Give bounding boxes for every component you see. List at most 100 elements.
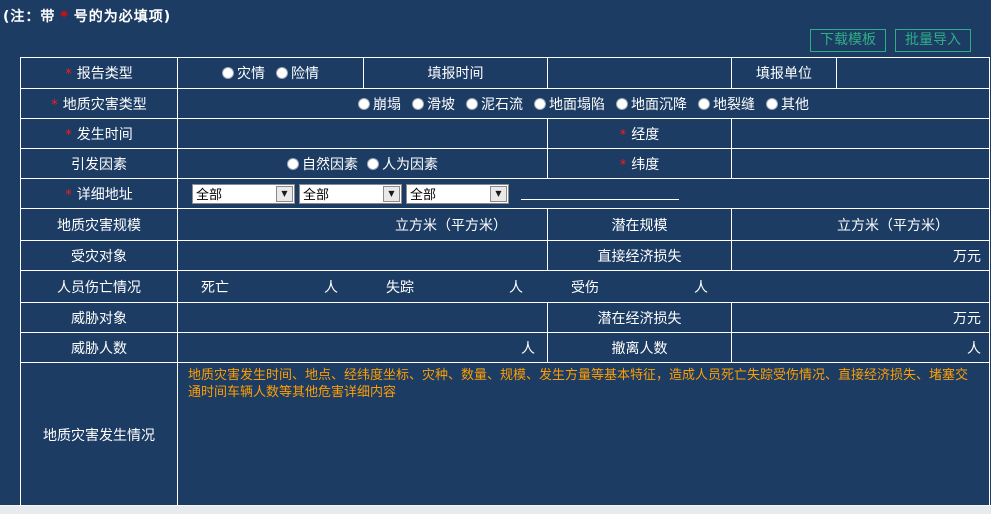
evacuated-value-cell[interactable]: 人 [731, 332, 990, 363]
trigger-option-label: 人为因素 [382, 156, 438, 173]
scale-label-cell: 地质灾害规模 [20, 208, 178, 241]
death-count-input[interactable] [229, 278, 324, 296]
province-select[interactable]: 全部 ▼ [192, 183, 295, 204]
row-report-type: * 报告类型 灾情 险情 填报时间 填报单位 [20, 57, 990, 89]
report-type-options-cell: 灾情 险情 [177, 57, 364, 89]
scale-unit: 立方米（平方米） [395, 217, 507, 234]
trigger-option-human[interactable]: 人为因素 [367, 154, 438, 174]
disaster-type-option-label: 地裂缝 [713, 96, 755, 113]
disaster-type-option-label: 滑坡 [427, 96, 455, 113]
radio-icon[interactable] [698, 97, 710, 110]
scale-label: 地质灾害规模 [57, 217, 141, 234]
disaster-type-option-other[interactable]: 其他 [766, 94, 809, 114]
radio-icon[interactable] [616, 97, 628, 110]
injured-label: 受伤 [571, 279, 599, 296]
scale-value-cell[interactable]: 立方米（平方米） [177, 208, 548, 241]
horizontal-scrollbar[interactable] [0, 505, 991, 514]
threat-count-value-cell[interactable]: 人 [177, 332, 548, 363]
download-template-button[interactable]: 下载模板 [810, 29, 886, 52]
row-casualties: 人员伤亡情况 死亡 人 失踪 人 受伤 人 [20, 270, 990, 303]
required-asterisk: * [65, 127, 72, 143]
latitude-value-cell[interactable] [731, 148, 990, 179]
disaster-type-option-debris-flow[interactable]: 泥石流 [466, 94, 523, 114]
casualties-label: 人员伤亡情况 [57, 279, 141, 296]
row-occurrence-detail: 地质灾害发生情况 地质灾害发生时间、地点、经纬度坐标、灾种、数量、规模、发生方量… [20, 362, 990, 508]
occurrence-label-cell: 地质灾害发生情况 [20, 362, 178, 508]
required-asterisk: * [51, 97, 58, 113]
row-scale: 地质灾害规模 立方米（平方米） 潜在规模 立方米（平方米） [20, 208, 990, 241]
trigger-options-cell: 自然因素 人为因素 [177, 148, 548, 179]
required-asterisk: * [60, 9, 69, 25]
report-type-option-label: 险情 [291, 66, 319, 82]
chevron-down-icon[interactable]: ▼ [490, 185, 507, 202]
radio-icon[interactable] [276, 67, 288, 79]
potential-loss-unit: 万元 [953, 310, 981, 327]
fill-time-label-cell: 填报时间 [363, 57, 548, 89]
chevron-down-icon[interactable]: ▼ [383, 185, 400, 202]
radio-icon[interactable] [367, 157, 379, 170]
report-type-option-disaster[interactable]: 灾情 [222, 63, 265, 83]
occurrence-detail-input[interactable]: 地质灾害发生时间、地点、经纬度坐标、灾种、数量、规模、发生方量等基本特征，造成人… [177, 362, 990, 508]
fill-unit-value-cell[interactable] [836, 57, 990, 89]
missing-unit: 人 [509, 279, 523, 296]
radio-icon[interactable] [534, 97, 546, 110]
batch-import-button[interactable]: 批量导入 [895, 29, 971, 52]
disaster-type-option-landslide[interactable]: 滑坡 [412, 94, 455, 114]
death-label: 死亡 [201, 279, 229, 296]
threat-object-label-cell: 威胁对象 [20, 302, 178, 333]
potential-loss-label: 潜在经济损失 [597, 310, 682, 327]
chevron-down-icon[interactable]: ▼ [276, 185, 293, 202]
longitude-value-cell[interactable] [731, 118, 990, 149]
radio-icon[interactable] [766, 97, 778, 110]
threat-object-value-cell[interactable] [177, 302, 548, 333]
province-select-value: 全部 [196, 188, 223, 203]
disaster-type-option-ground-collapse[interactable]: 地面塌陷 [534, 94, 605, 114]
casualties-label-cell: 人员伤亡情况 [20, 270, 178, 303]
death-unit: 人 [324, 279, 338, 296]
fill-unit-label: 填报单位 [756, 66, 812, 82]
required-asterisk: * [619, 127, 627, 143]
disaster-type-options-cell: 崩塌 滑坡 泥石流 地面塌陷 地面沉降 地裂缝 其他 [177, 88, 990, 119]
direct-loss-value-cell[interactable]: 万元 [731, 240, 990, 271]
row-threat-object: 威胁对象 潜在经济损失 万元 [20, 302, 990, 333]
note-suffix: 号的为必填项) [73, 9, 172, 25]
report-type-option-danger[interactable]: 险情 [276, 63, 319, 83]
occur-time-value-cell[interactable] [177, 118, 548, 149]
required-asterisk: * [65, 187, 72, 203]
disaster-type-option-label: 泥石流 [481, 96, 523, 113]
potential-loss-value-cell[interactable]: 万元 [731, 302, 990, 333]
county-select-value: 全部 [410, 188, 437, 203]
county-select[interactable]: 全部 ▼ [406, 183, 509, 204]
evacuated-label-cell: 撤离人数 [547, 332, 732, 363]
potential-scale-value-cell[interactable]: 立方米（平方米） [731, 208, 990, 241]
affected-value-cell[interactable] [177, 240, 548, 271]
threat-count-unit: 人 [521, 340, 535, 357]
disaster-type-option-label: 崩塌 [373, 96, 401, 113]
occurrence-label: 地质灾害发生情况 [43, 428, 155, 444]
direct-loss-label: 直接经济损失 [597, 248, 682, 265]
evacuated-unit: 人 [967, 340, 981, 357]
potential-scale-label-cell: 潜在规模 [547, 208, 732, 241]
disaster-type-option-ground-subsidence[interactable]: 地面沉降 [616, 94, 687, 114]
toolbar: 下载模板 批量导入 [810, 29, 971, 52]
radio-icon[interactable] [222, 67, 234, 79]
disaster-type-option-collapse[interactable]: 崩塌 [358, 94, 401, 114]
radio-icon[interactable] [358, 97, 370, 110]
fill-time-value-cell[interactable] [547, 57, 732, 89]
missing-count-input[interactable] [414, 278, 509, 296]
row-occur-time: * 发生时间 * 经度 [20, 118, 990, 149]
address-detail-input[interactable] [521, 185, 679, 200]
radio-icon[interactable] [412, 97, 424, 110]
radio-icon[interactable] [287, 157, 299, 170]
radio-icon[interactable] [466, 97, 478, 110]
occurrence-hint-text: 地质灾害发生时间、地点、经纬度坐标、灾种、数量、规模、发生方量等基本特征，造成人… [188, 368, 969, 400]
trigger-option-natural[interactable]: 自然因素 [287, 154, 358, 174]
city-select[interactable]: 全部 ▼ [299, 183, 402, 204]
occur-time-label-cell: * 发生时间 [20, 118, 178, 149]
injured-count-input[interactable] [599, 278, 694, 296]
fill-unit-label-cell: 填报单位 [731, 57, 837, 89]
disaster-type-option-ground-fissure[interactable]: 地裂缝 [698, 94, 755, 114]
potential-loss-label-cell: 潜在经济损失 [547, 302, 732, 333]
disaster-type-option-label: 地面沉降 [631, 96, 687, 113]
